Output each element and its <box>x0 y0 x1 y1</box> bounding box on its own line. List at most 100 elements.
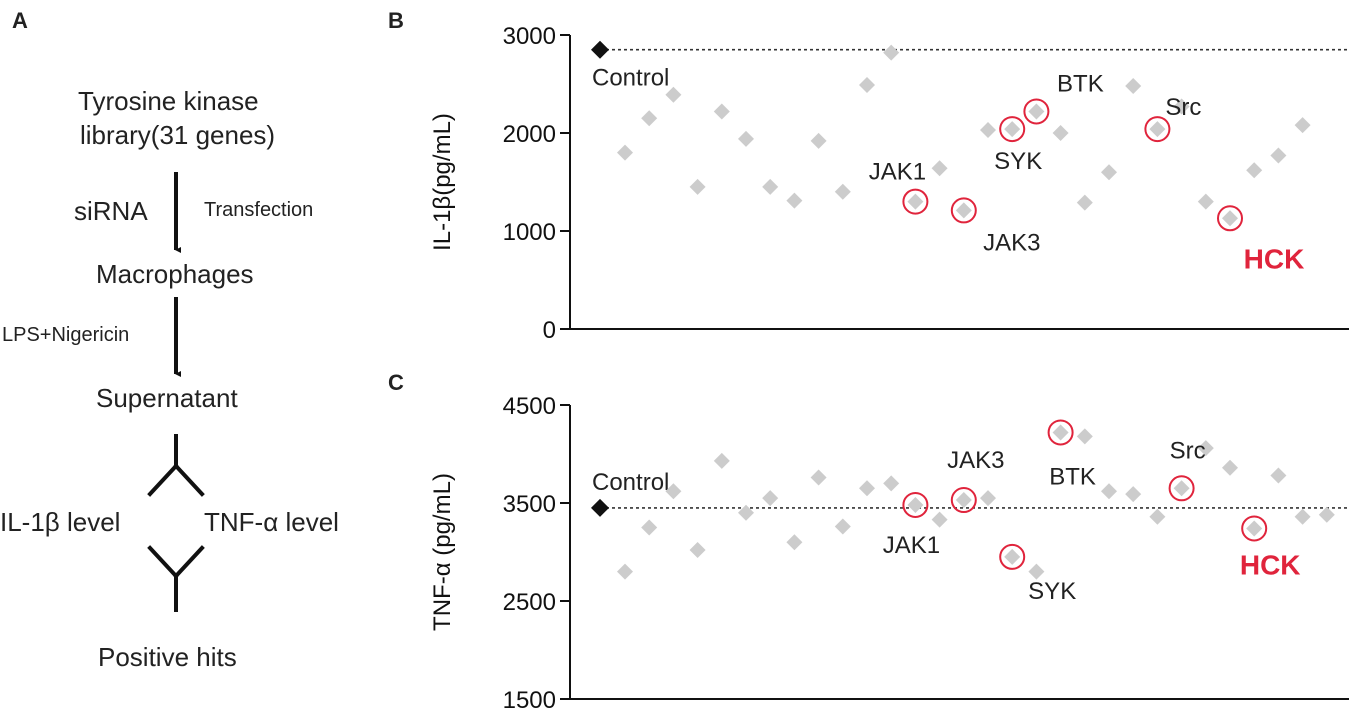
panel-c-y-tick-label: 4500 <box>503 393 556 420</box>
flow-library-line1: Tyrosine kinase <box>78 86 259 116</box>
panel-b-highlight-ring-src <box>1144 116 1171 143</box>
flow-stimulus-label: LPS+Nigericin <box>2 324 130 346</box>
panel-c-highlight-label-src: Src <box>1170 437 1206 464</box>
panel-c-highlight-label-syk: SYK <box>1028 578 1076 605</box>
panel-b-highlight-ring-jak1 <box>902 188 929 215</box>
panel-b-control-point <box>591 40 609 59</box>
panel-b-data-point <box>713 103 730 120</box>
panel-c-highlight-ring-src <box>1168 475 1195 502</box>
panel-c-data-point <box>1028 563 1045 580</box>
flow-macrophages: Macrophages <box>96 259 254 289</box>
panel-c-data-point <box>1052 424 1069 441</box>
panel-b-y-tick-label: 3000 <box>503 23 556 50</box>
panel-c-highlight-ring-jak1 <box>902 491 929 518</box>
flow-split-connector <box>147 434 205 497</box>
flow-supernatant: Supernatant <box>96 383 238 413</box>
panel-c-control-label: Control <box>592 469 669 496</box>
panel-b-data-point <box>1197 193 1214 210</box>
panel-c-highlight-label-hck: HCK <box>1240 549 1301 580</box>
flow-positive-hits: Positive hits <box>98 642 237 672</box>
panel-c-y-tick-label: 2500 <box>503 589 556 616</box>
panel-c-data-point <box>810 469 827 486</box>
panel-c-data-point <box>931 511 948 528</box>
panel-c-data-point <box>738 504 754 521</box>
panel-b-highlight-ring-syk <box>999 116 1026 143</box>
panel-c-highlight-label-jak3: JAK3 <box>947 447 1004 474</box>
panel-b-highlight-ring-jak3 <box>950 197 977 224</box>
panel-b-data-point <box>931 160 948 177</box>
panel-b-data-point <box>762 178 779 195</box>
panel-c-y-axis-label: TNF-α (pg/mL) <box>429 473 456 631</box>
panel-c-data-point <box>786 534 803 551</box>
panel-c-highlight-ring-syk <box>999 543 1026 570</box>
panel-b-data-point <box>786 192 803 209</box>
panel-b-highlight-label-src: Src <box>1165 94 1201 121</box>
flow-il1b-level: IL-1β level <box>0 507 121 537</box>
panel-c-data-point <box>617 563 633 580</box>
panel-b-highlight-label-jak3: JAK3 <box>983 229 1040 256</box>
panel-b-data-point <box>859 76 875 93</box>
panel-b-data-point <box>907 193 924 210</box>
panel-c-data-point <box>1101 483 1117 500</box>
panel-b-highlight-label-btk: BTK <box>1057 70 1104 97</box>
panel-b-data-point <box>1246 162 1263 179</box>
panel-b-data-point <box>617 144 633 161</box>
panel-c-data-point <box>1197 440 1214 457</box>
panel-c-data-point <box>1270 467 1287 484</box>
panel-c-data-point <box>665 483 682 500</box>
panel-c-highlight-ring-hck <box>1241 515 1268 542</box>
panel-c-highlight-ring-btk <box>1047 419 1074 446</box>
panel-b-data-point <box>641 110 658 127</box>
panel-c-data-point <box>883 475 900 492</box>
panel-b-data-point <box>883 44 900 61</box>
panel-c-highlight-label-btk: BTK <box>1049 463 1096 490</box>
flowchart-arrows <box>147 172 205 612</box>
panel-c-data-point <box>713 452 730 469</box>
flow-tnfa-level: TNF-α level <box>204 507 339 537</box>
panel-c-data-point <box>689 542 706 559</box>
panel-c-data-point <box>1246 520 1263 537</box>
panel-c-data-point <box>762 490 779 507</box>
panel-b-data-point <box>1028 103 1045 120</box>
panel-c-data-point <box>1076 428 1093 445</box>
panel-b-data-point <box>834 183 851 200</box>
panel-b-data-point <box>1076 194 1093 211</box>
panel-b-data-point <box>738 130 754 147</box>
panel-label-b: B <box>388 8 404 33</box>
panel-b-highlight-label-jak1: JAK1 <box>869 159 926 186</box>
panel-c-data-point <box>955 492 972 509</box>
panel-b-highlight-ring-btk <box>1023 98 1050 125</box>
panel-b-data-point <box>1004 121 1021 138</box>
panel-b-y-tick-label: 1000 <box>503 219 556 246</box>
panel-c-y-tick-label: 1500 <box>503 687 556 709</box>
panel-b-data-point <box>1052 125 1069 141</box>
panel-b-data-point <box>955 202 972 219</box>
panel-c-data-point <box>980 490 996 507</box>
panel-b-data-point <box>980 122 996 139</box>
panel-c-highlight-ring-jak3 <box>950 487 977 514</box>
panel-b-data-point <box>1101 164 1117 181</box>
panel-b-data-point <box>1270 147 1287 164</box>
panel-c-data-point <box>1318 506 1335 523</box>
panel-c-data-point <box>1294 508 1311 525</box>
panel-c-data-point <box>1173 480 1190 497</box>
panel-b-data-point <box>1294 117 1311 134</box>
panel-b-data-point <box>1173 98 1190 115</box>
panel-b-highlight-label-hck: HCK <box>1244 243 1305 274</box>
panel-b-data-point <box>1222 210 1238 227</box>
panel-b-y-tick-label: 0 <box>543 317 556 344</box>
flow-merge-connector <box>147 545 205 612</box>
panel-c-data-point <box>1004 548 1021 565</box>
flow-transfection-label: Transfection <box>204 199 314 221</box>
panel-b-data-point <box>689 178 706 195</box>
panel-c-data-point <box>907 496 924 513</box>
panel-b-highlight-label-syk: SYK <box>994 148 1042 175</box>
panel-b-data-point <box>1125 77 1142 94</box>
panel-c-data-point <box>834 518 851 535</box>
panel-b-y-tick-label: 2000 <box>503 121 556 148</box>
panel-b-data-point <box>810 132 827 149</box>
flow-library-line2: library(31 genes) <box>80 120 276 150</box>
panel-c-control-point <box>591 498 609 517</box>
panel-c-data-point <box>1125 486 1142 503</box>
